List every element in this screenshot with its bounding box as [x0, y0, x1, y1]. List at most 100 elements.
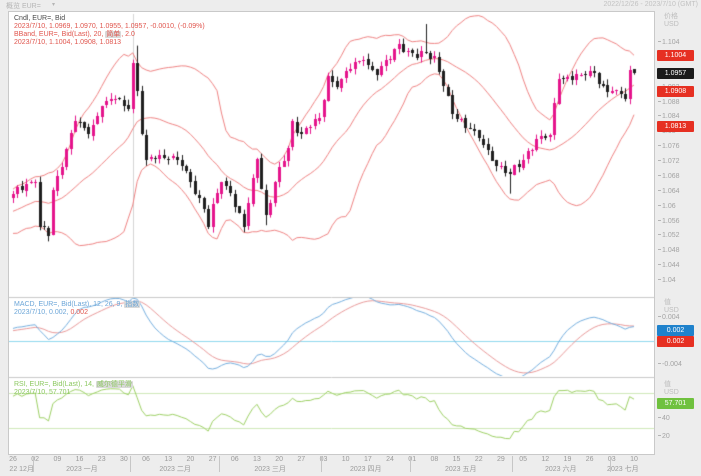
time-tick: 01 — [408, 456, 417, 463]
time-tick: 10 — [341, 456, 350, 463]
symbol-selector[interactable]: 概览 EUR= — [6, 3, 41, 10]
legend-rsi-value: 2023/7/10, 57.701 — [14, 389, 71, 396]
month-label: 2023 二月 — [159, 466, 191, 473]
time-tick: 20 — [186, 456, 195, 463]
price-tick: 1.064 — [658, 188, 680, 196]
rsi-smoothing-chip[interactable]: 威尔德平滑 — [95, 381, 133, 388]
price-tick: 1.044 — [658, 262, 680, 270]
price-tick: 1.056 — [658, 218, 680, 226]
date-range-label: 2022/12/26 - 2023/7/10 (GMT) — [603, 1, 698, 8]
legend-bband[interactable]: BBand, EUR=, Bid(Last), 20, 简单, 2.0 — [14, 31, 205, 39]
macd-badge: 0.002 — [657, 325, 694, 336]
price-tick: 1.08 — [658, 128, 676, 136]
main-pane-legend: Cndl, EUR=, Bid 2023/7/10, 1.0969, 1.097… — [14, 15, 205, 47]
scale-unit-label: 值 — [664, 381, 671, 388]
legend-rsi[interactable]: RSI, EUR=, Bid(Last), 14, 威尔德平滑 — [14, 381, 133, 389]
price-badge: 1.0908 — [657, 86, 694, 97]
time-tick: 15 — [452, 456, 461, 463]
rsi-tick: 40 — [658, 415, 670, 423]
rsi-pane-legend: RSI, EUR=, Bid(Last), 14, 威尔德平滑 2023/7/1… — [14, 381, 133, 397]
time-tick: 30 — [119, 456, 128, 463]
macd-pane-legend: MACD, EUR=, Bid(Last), 12, 26, 9, 指数 202… — [14, 301, 141, 317]
rsi-tick: 20 — [658, 433, 670, 441]
time-tick: 27 — [208, 456, 217, 463]
scale-unit-label: USD — [664, 21, 679, 28]
time-tick: 23 — [97, 456, 106, 463]
legend-bband-values: 2023/7/10, 1.1004, 1.0908, 1.0813 — [14, 39, 122, 46]
time-tick: 03 — [319, 456, 328, 463]
legend-instrument[interactable]: Cndl, EUR=, Bid — [14, 15, 66, 22]
scale-unit-label: 价格 — [664, 13, 678, 20]
chart-canvas[interactable] — [9, 12, 654, 454]
time-tick: 02 — [31, 456, 40, 463]
window-topbar: 概览 EUR= ▾ 2022/12/26 - 2023/7/10 (GMT) — [0, 0, 701, 11]
time-tick: 08 — [430, 456, 439, 463]
scale-unit-label: 值 — [664, 299, 671, 306]
month-separator — [321, 456, 322, 472]
price-badge: 1.0813 — [657, 121, 694, 132]
month-label: 2023 七月 — [607, 466, 639, 473]
price-badge: 1.1004 — [657, 50, 694, 61]
price-badge: 1.0957 — [657, 68, 694, 79]
price-tick: 1.052 — [658, 232, 680, 240]
time-tick: 26 — [585, 456, 594, 463]
macd-signal-value: 0.002 — [68, 309, 88, 316]
scale-unit-label: USD — [664, 389, 679, 396]
month-separator — [33, 456, 34, 472]
time-tick: 12 — [541, 456, 550, 463]
price-tick: 1.092 — [658, 84, 680, 92]
time-tick: 16 — [75, 456, 84, 463]
time-tick: 10 — [630, 456, 638, 463]
legend-macd[interactable]: MACD, EUR=, Bid(Last), 12, 26, 9, 指数 — [14, 301, 141, 309]
time-tick: 20 — [275, 456, 284, 463]
month-label: 2023 六月 — [544, 466, 577, 473]
time-tick: 05 — [519, 456, 527, 463]
price-tick: 1.048 — [658, 247, 680, 255]
chevron-down-icon[interactable]: ▾ — [52, 2, 56, 8]
legend-ohlc-values: 2023/7/10, 1.0969, 1.0970, 1.0955, 1.095… — [14, 23, 205, 30]
time-tick: 06 — [230, 456, 239, 463]
time-tick: 24 — [386, 456, 394, 463]
legend-bband-text: BBand, EUR=, Bid(Last), 20, — [14, 31, 106, 38]
price-tick: 1.1 — [658, 54, 672, 62]
price-tick: 1.088 — [658, 99, 680, 107]
macd-ma-type-chip[interactable]: 指数 — [124, 301, 141, 308]
month-label: 2023 一月 — [66, 466, 98, 473]
time-tick: 13 — [164, 456, 173, 463]
time-tick: 06 — [142, 456, 150, 463]
month-label: 2023 五月 — [444, 466, 477, 473]
bband-ma-type-chip[interactable]: 简单 — [105, 31, 122, 38]
time-tick: 22 — [474, 456, 483, 463]
price-tick: 1.084 — [658, 113, 680, 121]
legend-bband-suffix: , 2.0 — [121, 31, 135, 38]
legend-macd-values: 2023/7/10, 0.002, 0.002 — [14, 309, 140, 317]
month-separator — [130, 456, 131, 472]
price-tick: 1.06 — [658, 203, 676, 211]
time-tick: 26 — [9, 456, 17, 463]
time-tick: 13 — [253, 456, 261, 463]
price-tick: 1.04 — [658, 277, 676, 285]
chart-area[interactable]: Cndl, EUR=, Bid 2023/7/10, 1.0969, 1.097… — [8, 11, 655, 455]
legend-rsi-text: RSI, EUR=, Bid(Last), 14, — [14, 381, 96, 388]
time-tick: 09 — [53, 456, 62, 463]
price-tick: 1.096 — [658, 69, 680, 77]
scale-unit-label: USD — [664, 307, 679, 314]
time-tick: 29 — [497, 456, 505, 463]
month-separator — [610, 456, 611, 472]
time-tick: 03 — [607, 456, 616, 463]
macd-tick: -0.004 — [658, 361, 682, 369]
price-tick: 1.072 — [658, 158, 680, 166]
month-label: 2023 四月 — [349, 466, 382, 473]
month-separator — [219, 456, 220, 472]
price-tick: 1.068 — [658, 173, 680, 181]
time-tick: 19 — [563, 456, 572, 463]
macd-value: 2023/7/10, 0.002, — [14, 309, 69, 316]
month-separator — [512, 456, 513, 472]
macd-signal-badge: 0.002 — [657, 336, 694, 347]
time-tick: 27 — [297, 456, 306, 463]
rsi-badge: 57.701 — [657, 398, 694, 409]
price-tick: 1.104 — [658, 39, 680, 47]
macd-tick: 0.004 — [658, 314, 680, 322]
month-label: 22 12月 — [9, 466, 34, 473]
month-label: 2023 三月 — [254, 466, 286, 473]
